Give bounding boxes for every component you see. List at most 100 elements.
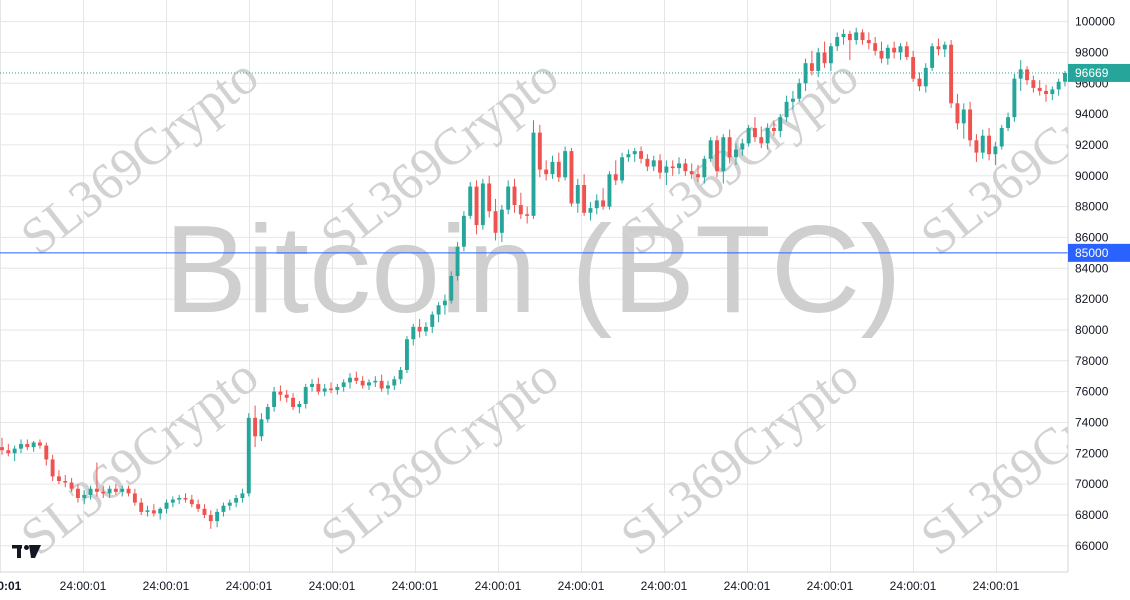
- candle-up: [82, 494, 87, 498]
- candle-down: [771, 127, 776, 132]
- candle-down: [658, 160, 663, 173]
- candle-down: [987, 135, 992, 155]
- candle-up: [411, 326, 416, 340]
- candle-up: [272, 391, 277, 408]
- candle-up: [259, 419, 264, 437]
- horizontal-line-label: 85000: [1075, 246, 1109, 260]
- candle-up: [31, 442, 36, 448]
- candle-down: [968, 109, 973, 141]
- candle-up: [12, 448, 17, 454]
- price-tick-label: 82000: [1075, 292, 1109, 306]
- candle-up: [980, 135, 985, 153]
- candle-down: [955, 103, 960, 124]
- price-tick-label: 84000: [1075, 261, 1109, 275]
- candle-down: [474, 186, 479, 226]
- candle-down: [208, 514, 213, 522]
- candle-down: [936, 46, 941, 50]
- reference-lines: [0, 72, 1068, 254]
- candle-up: [240, 493, 245, 498]
- time-tick-label: 24:00:01: [973, 579, 1020, 593]
- candle-up: [1050, 89, 1055, 95]
- candle-up: [367, 382, 371, 386]
- candle-down: [822, 52, 827, 64]
- candle-down: [44, 445, 49, 460]
- candle-up: [1006, 117, 1011, 128]
- candle-up: [961, 109, 966, 124]
- candle-down: [417, 326, 422, 332]
- candle-up: [790, 98, 795, 102]
- candle-up: [265, 407, 270, 420]
- candle-up: [563, 151, 568, 178]
- candle-up: [215, 511, 220, 522]
- candle-up: [632, 151, 637, 155]
- candle-up: [170, 499, 175, 503]
- candle-up: [455, 246, 460, 276]
- candle-down: [569, 151, 574, 204]
- grid-lines: [0, 0, 1068, 572]
- price-tick-label: 74000: [1075, 415, 1109, 429]
- candle-down: [1037, 87, 1042, 91]
- candle-up: [999, 127, 1004, 147]
- time-axis-ticks: 00:01 24:00:01 24:00:01 24:00:01 24:00:01 24:…: [0, 579, 1020, 593]
- tradingview-logo-icon[interactable]: [12, 545, 41, 558]
- candle-up: [588, 208, 593, 213]
- candle-up: [620, 157, 625, 181]
- price-axis[interactable]: [1068, 0, 1130, 572]
- candle-down: [879, 50, 884, 59]
- candle-up: [430, 314, 435, 327]
- candle-up: [784, 101, 789, 118]
- candle-up: [930, 46, 935, 68]
- candle-up: [221, 505, 226, 512]
- candle-down: [50, 459, 55, 477]
- candle-up: [607, 174, 612, 207]
- time-axis[interactable]: [0, 572, 1068, 600]
- candle-down: [689, 171, 694, 175]
- candle-up: [404, 339, 409, 371]
- candle-up: [664, 166, 669, 173]
- candle-up: [898, 46, 903, 53]
- candle-down: [670, 166, 675, 169]
- candle-up: [778, 117, 783, 132]
- candle-down: [752, 127, 757, 138]
- candle-down: [892, 47, 897, 53]
- candle-up: [651, 160, 656, 167]
- candle-down: [556, 161, 561, 178]
- candle-down: [639, 151, 644, 159]
- candle-down: [69, 482, 74, 489]
- candle-up: [816, 52, 821, 71]
- price-tick-label: 86000: [1075, 230, 1109, 244]
- candle-up: [993, 146, 998, 155]
- candle-down: [645, 158, 650, 167]
- candle-down: [329, 388, 333, 391]
- price-tick-label: 70000: [1075, 477, 1109, 491]
- candle-down: [974, 140, 979, 153]
- candle-down: [94, 488, 99, 492]
- current-price-label-bg: [1068, 63, 1130, 82]
- time-tick-label: 24:00:01: [226, 579, 273, 593]
- candle-up: [164, 502, 169, 509]
- candle-up: [19, 444, 23, 449]
- candle-down: [809, 63, 814, 71]
- candle-up: [107, 488, 112, 494]
- candle-up: [392, 379, 397, 386]
- candle-up: [423, 326, 428, 332]
- candle-up: [145, 510, 150, 512]
- candle-down: [873, 43, 878, 51]
- candle-down: [183, 497, 188, 500]
- price-tick-label: 90000: [1075, 169, 1109, 183]
- candle-down: [196, 504, 201, 509]
- candle-down: [493, 211, 498, 233]
- candle-down: [512, 186, 517, 206]
- candle-down: [537, 132, 542, 170]
- candle-down: [56, 476, 61, 482]
- candle-down: [518, 205, 523, 215]
- candle-up: [708, 140, 713, 159]
- time-tick-label: 24:00:01: [60, 579, 107, 593]
- candle-up: [373, 380, 378, 383]
- candle-up: [803, 63, 808, 84]
- candle-up: [942, 44, 947, 50]
- price-tick-label: 98000: [1075, 45, 1109, 59]
- candle-up: [885, 47, 890, 59]
